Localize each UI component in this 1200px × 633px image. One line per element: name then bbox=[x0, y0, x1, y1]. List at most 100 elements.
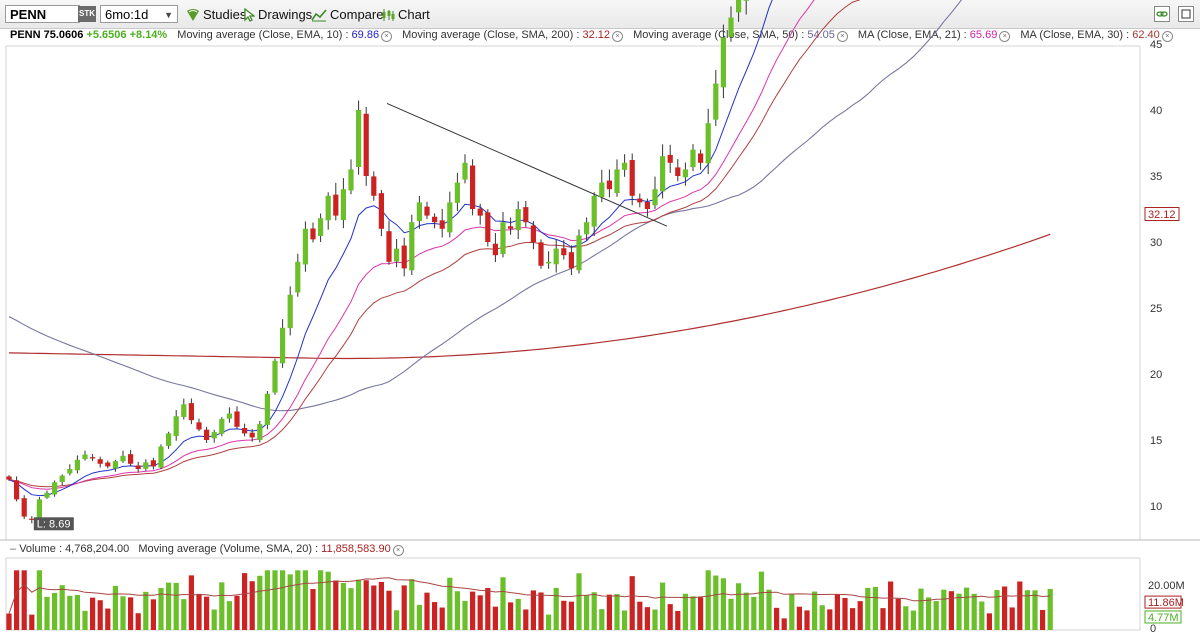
compare-button[interactable]: Compare bbox=[311, 6, 383, 24]
candle-body bbox=[508, 226, 514, 229]
volume-bar bbox=[690, 596, 696, 630]
candle-body bbox=[553, 248, 559, 265]
volume-bar bbox=[462, 600, 468, 630]
price-panel bbox=[5, 45, 1141, 541]
volume-bar bbox=[561, 600, 567, 630]
candle-body bbox=[52, 482, 58, 495]
close-icon[interactable]: × bbox=[999, 31, 1011, 42]
price-tag-box bbox=[1144, 207, 1180, 222]
volume-bar bbox=[705, 570, 711, 630]
volume-bar bbox=[500, 577, 506, 630]
close-icon[interactable]: × bbox=[381, 31, 393, 42]
candle-body bbox=[280, 327, 286, 364]
legend-change: +5.6506 bbox=[86, 29, 127, 41]
volume-bar bbox=[1002, 586, 1008, 630]
candle-body bbox=[295, 261, 301, 293]
volume-bar bbox=[880, 608, 886, 630]
candle-body bbox=[181, 404, 187, 417]
candle-body bbox=[340, 189, 346, 221]
volume-bar bbox=[432, 602, 438, 630]
volume-legend: – Volume : 4,768,204.00 Moving average (… bbox=[0, 542, 1000, 557]
link-toggle-button[interactable] bbox=[1153, 6, 1170, 22]
volume-bar bbox=[728, 598, 734, 630]
trendline-down bbox=[386, 102, 668, 227]
candle-body bbox=[226, 413, 232, 419]
study-label: Moving average (Close, EMA, 10) bbox=[177, 29, 343, 41]
study-sma200[interactable]: Moving average (Close, SMA, 200) : 32.12… bbox=[402, 29, 624, 42]
volume-bar bbox=[964, 587, 970, 630]
volume-bar bbox=[280, 570, 286, 630]
candle-body bbox=[302, 228, 308, 265]
y-tick-label: 10 bbox=[1150, 501, 1162, 513]
symbol-input[interactable]: PENN bbox=[5, 5, 80, 23]
candle-body bbox=[629, 159, 635, 196]
close-icon[interactable]: × bbox=[1161, 31, 1173, 42]
study-label: MA (Close, EMA, 30) bbox=[1020, 29, 1124, 41]
volume-bar bbox=[325, 571, 331, 630]
volume-bar bbox=[409, 579, 415, 630]
candle-body bbox=[264, 393, 270, 425]
volume-bar bbox=[857, 601, 863, 630]
drawings-label: Drawings bbox=[258, 7, 313, 22]
close-icon[interactable]: × bbox=[836, 31, 848, 42]
volume-bar bbox=[941, 589, 947, 630]
volume-bar bbox=[67, 595, 73, 630]
y-tick-label: 40 bbox=[1150, 105, 1162, 117]
candle-body bbox=[690, 149, 696, 168]
volume-bar bbox=[948, 591, 954, 630]
candle-body bbox=[530, 225, 536, 242]
y-tick-label: 15 bbox=[1150, 435, 1162, 447]
candle-body bbox=[356, 110, 362, 167]
volume-bar bbox=[143, 591, 149, 630]
volume-bar bbox=[1040, 609, 1046, 630]
volume-bar bbox=[105, 608, 111, 630]
candle-body bbox=[14, 480, 20, 500]
volume-bar bbox=[196, 593, 202, 630]
volume-bar bbox=[128, 597, 134, 630]
candle-body bbox=[698, 153, 704, 163]
volume-bar bbox=[363, 580, 369, 630]
candle-body bbox=[333, 194, 339, 216]
volume-bar bbox=[523, 609, 529, 630]
candle-body bbox=[219, 418, 225, 434]
studies-button[interactable]: Studies bbox=[186, 6, 246, 24]
volume-bar bbox=[637, 601, 643, 630]
study-ema10[interactable]: Moving average (Close, EMA, 10) : 69.86 × bbox=[177, 29, 393, 42]
toolbar-right-controls bbox=[1150, 6, 1194, 24]
studies-label: Studies bbox=[203, 7, 247, 22]
volume-bar bbox=[14, 570, 20, 630]
candle-body bbox=[348, 169, 354, 191]
candle-body bbox=[386, 231, 392, 262]
volume-bar bbox=[249, 581, 255, 630]
compare-chart-icon bbox=[311, 9, 327, 22]
study-sma50[interactable]: Moving average (Close, SMA, 50) : 54.05 × bbox=[633, 29, 848, 42]
study-ema21[interactable]: MA (Close, EMA, 21) : 65.69 × bbox=[858, 29, 1011, 42]
volume-bar bbox=[226, 601, 232, 630]
volume-bar bbox=[340, 582, 346, 630]
candle-body bbox=[454, 182, 460, 203]
candle-body bbox=[652, 189, 658, 206]
price-legend: PENN 75.0606 +5.6506 +8.14% Moving avera… bbox=[0, 28, 1200, 44]
volume-bar bbox=[492, 606, 498, 630]
period-select[interactable]: 6mo:1d ▼ bbox=[100, 5, 178, 23]
close-icon[interactable]: × bbox=[612, 31, 624, 42]
volume-bar bbox=[158, 588, 164, 630]
legend-symbol: PENN bbox=[10, 29, 41, 41]
volume-bar bbox=[97, 600, 103, 630]
volume-bar bbox=[789, 594, 795, 630]
candle-body bbox=[158, 446, 164, 468]
chart-button[interactable]: Chart bbox=[381, 6, 430, 24]
layout-button[interactable] bbox=[1178, 6, 1194, 22]
volume-close-icon[interactable]: – bbox=[10, 543, 17, 555]
candle-body bbox=[143, 462, 149, 469]
study-ema30[interactable]: MA (Close, EMA, 30) : 62.40 × bbox=[1020, 29, 1173, 42]
volume-label: Volume bbox=[19, 543, 56, 555]
drawings-button[interactable]: Drawings bbox=[243, 6, 312, 24]
volume-bar bbox=[1032, 590, 1038, 630]
toolbar: PENN STK 6mo:1d ▼ Studies Drawings Compa… bbox=[0, 0, 1200, 29]
studies-icon bbox=[187, 9, 199, 21]
volume-bar bbox=[888, 581, 894, 630]
volume-bars bbox=[6, 570, 1053, 630]
close-icon[interactable]: × bbox=[392, 545, 404, 556]
